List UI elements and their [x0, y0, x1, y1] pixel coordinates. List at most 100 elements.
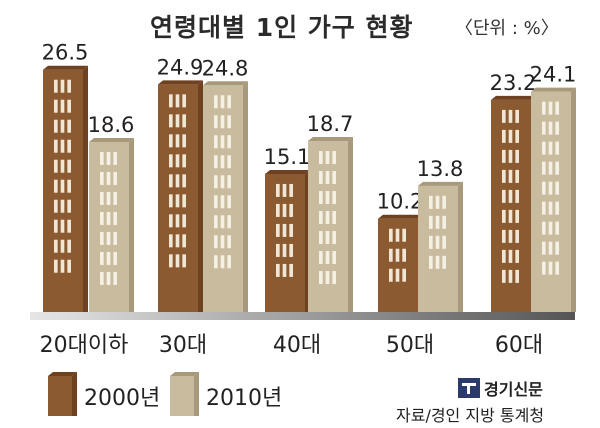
legend-label-2000: 2000년: [84, 386, 161, 411]
bar-2000-window: [67, 79, 71, 93]
bar-2010-side: [129, 137, 134, 312]
bar-2010-window: [542, 101, 546, 115]
bar-2010-window: [429, 255, 433, 269]
bar-2010-window: [548, 101, 553, 115]
bar-2000-window: [515, 249, 519, 263]
bar-2000-side: [198, 80, 203, 312]
bar-2000-window: [289, 203, 293, 217]
bar-2010-window: [100, 271, 104, 285]
bar-2000-window: [502, 149, 506, 163]
bar-2000-window: [502, 189, 506, 203]
bar-2010-window: [106, 251, 111, 265]
x-tick-label: 30대: [159, 333, 207, 358]
bar-2010-side: [243, 81, 248, 312]
bar-2000-window: [54, 219, 58, 233]
source-note: 자료/경인 지방 통계청: [396, 406, 545, 425]
bar-2000-window: [182, 94, 186, 108]
bar-2000-window: [182, 174, 186, 188]
bar-2010-window: [113, 171, 117, 185]
bar-2000-window: [182, 114, 186, 128]
bar-2010-window: [220, 135, 225, 149]
bar-2010-window: [319, 171, 323, 185]
bar-2010-window: [214, 215, 218, 229]
brand-mark-icon: [458, 378, 480, 398]
bar-2000-window: [54, 259, 58, 273]
bar-2010-window: [548, 141, 553, 155]
bar-2000-window: [175, 194, 180, 208]
bar-2010-window: [214, 195, 218, 209]
bar-2000-window: [508, 249, 513, 263]
bar-2010-window: [555, 121, 559, 135]
bar-2010-window: [542, 261, 546, 275]
bar-2000-window: [515, 109, 519, 123]
bar-2010-side: [458, 181, 463, 312]
bar-2000-window: [282, 223, 287, 237]
bar-2000-window: [402, 268, 406, 282]
bar-2010-window: [100, 171, 104, 185]
bar-2010-window: [332, 251, 336, 265]
bar-2010-window: [325, 231, 330, 245]
bar-2000-window: [54, 119, 58, 133]
bar-2010-window: [100, 211, 104, 225]
bar-2010-window: [332, 151, 336, 165]
data-label: 10.2: [377, 190, 424, 214]
bar-2000-window: [515, 129, 519, 143]
bar-2000-window: [175, 174, 180, 188]
bar-2000-window: [54, 79, 58, 93]
bar-2010-window: [542, 121, 546, 135]
bar-2010-window: [435, 195, 440, 209]
bar-2010-window: [542, 161, 546, 175]
bar-2010-window: [555, 101, 559, 115]
bar-2000-window: [282, 183, 287, 197]
bar-2010-window: [325, 251, 330, 265]
bar-2010-window: [548, 241, 553, 255]
bar-2000-window: [515, 189, 519, 203]
bar-2000-window: [60, 99, 65, 113]
bar-2010-window: [325, 151, 330, 165]
bar-2000-roof: [43, 65, 88, 70]
bar-2010-roof: [203, 81, 248, 86]
bar-2000-window: [182, 154, 186, 168]
bar-2010-window: [548, 201, 553, 215]
bar-2000-window: [515, 169, 519, 183]
bar-2010-window: [214, 135, 218, 149]
bar-2000-window: [67, 99, 71, 113]
bar-2000-window: [54, 139, 58, 153]
bar-2000-window: [67, 139, 71, 153]
bar-2010: [308, 141, 348, 312]
bar-2010-window: [227, 195, 231, 209]
legend-swatch-2010-roof: [170, 372, 199, 376]
bar-2010-window: [542, 221, 546, 235]
bar-2010: [89, 141, 129, 312]
bar-2000-window: [515, 269, 519, 283]
bar-2010-window: [113, 231, 117, 245]
bar-2010-window: [548, 161, 553, 175]
bar-2010-window: [542, 201, 546, 215]
bar-2000-window: [389, 248, 393, 262]
bar-2000-window: [508, 149, 513, 163]
bar-2010-window: [227, 235, 231, 249]
bar-2010-window: [220, 235, 225, 249]
bar-2000-roof: [265, 169, 310, 174]
bar-2000-window: [402, 248, 406, 262]
bar-2000-window: [508, 109, 513, 123]
bar-2010-window: [319, 251, 323, 265]
bar-2000: [265, 173, 305, 312]
data-label: 18.6: [88, 113, 135, 137]
bar-2010-window: [106, 271, 111, 285]
bar-2000-window: [60, 139, 65, 153]
bar-2000-window: [67, 259, 71, 273]
bar-2010-window: [100, 251, 104, 265]
x-tick-label: 50대: [386, 333, 434, 358]
bar-2000-window: [60, 199, 65, 213]
data-label: 23.2: [490, 71, 537, 95]
bar-2000-window: [67, 179, 71, 193]
bar-2000-window: [60, 159, 65, 173]
bar-2000-window: [395, 228, 400, 242]
bar-2010-roof: [89, 137, 134, 142]
bar-2010-window: [435, 235, 440, 249]
bar-2010-window: [227, 215, 231, 229]
data-label: 26.5: [42, 41, 89, 65]
bar-2000-window: [502, 109, 506, 123]
bar-2000-window: [289, 243, 293, 257]
